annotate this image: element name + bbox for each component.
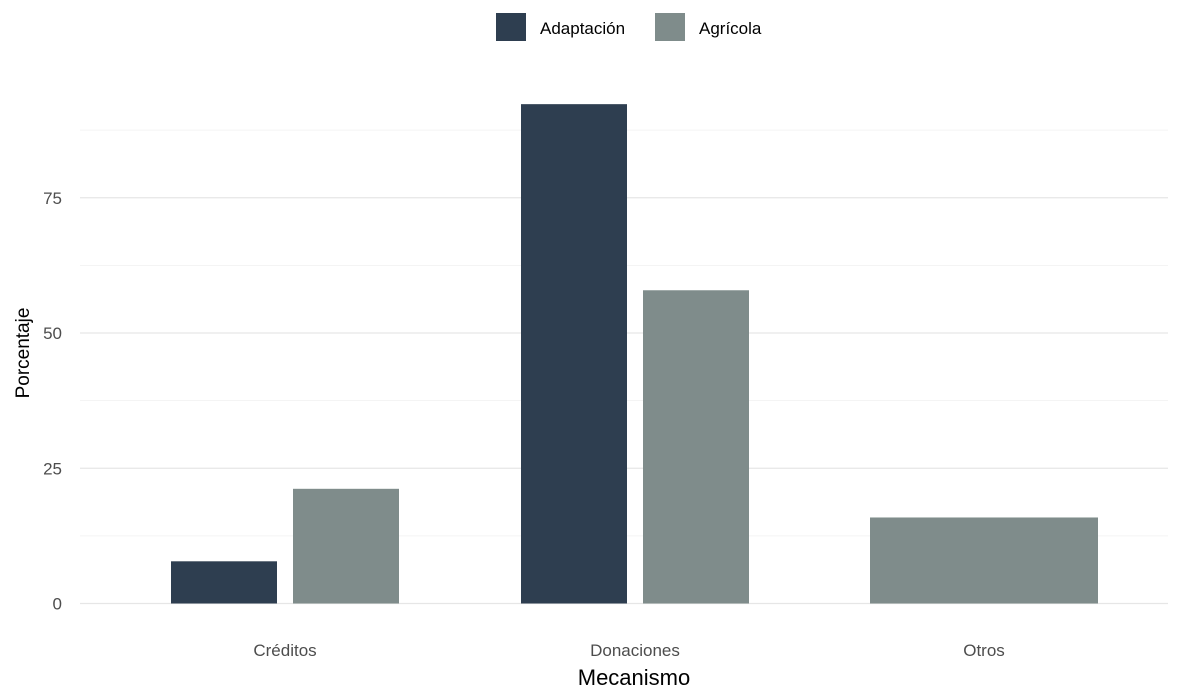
legend-swatch — [655, 13, 685, 41]
bar-adaptaci-n-1 — [521, 104, 627, 604]
y-axis-title: Porcentaje — [13, 308, 34, 399]
x-tick-label: Créditos — [253, 641, 316, 660]
legend-label: Adaptación — [540, 19, 625, 38]
y-axis-ticks: 0 25 50 75 — [43, 189, 62, 614]
bars — [171, 104, 1098, 604]
x-tick-label: Otros — [963, 641, 1005, 660]
y-tick-label: 25 — [43, 459, 62, 478]
x-tick-label: Donaciones — [590, 641, 680, 660]
legend: Adaptación Agrícola — [496, 13, 762, 41]
bar-agr-cola-0 — [293, 488, 399, 604]
legend-label: Agrícola — [699, 19, 762, 38]
y-tick-label: 75 — [43, 189, 62, 208]
bar-agr-cola-1 — [643, 290, 749, 604]
bar-agr-cola-2 — [870, 517, 1098, 604]
x-axis-ticks: Créditos Donaciones Otros — [253, 641, 1004, 660]
y-tick-label: 0 — [53, 595, 62, 614]
legend-swatch — [496, 13, 526, 41]
y-tick-label: 50 — [43, 324, 62, 343]
x-axis-title: Mecanismo — [578, 665, 690, 688]
bar-adaptaci-n-0 — [171, 561, 277, 604]
